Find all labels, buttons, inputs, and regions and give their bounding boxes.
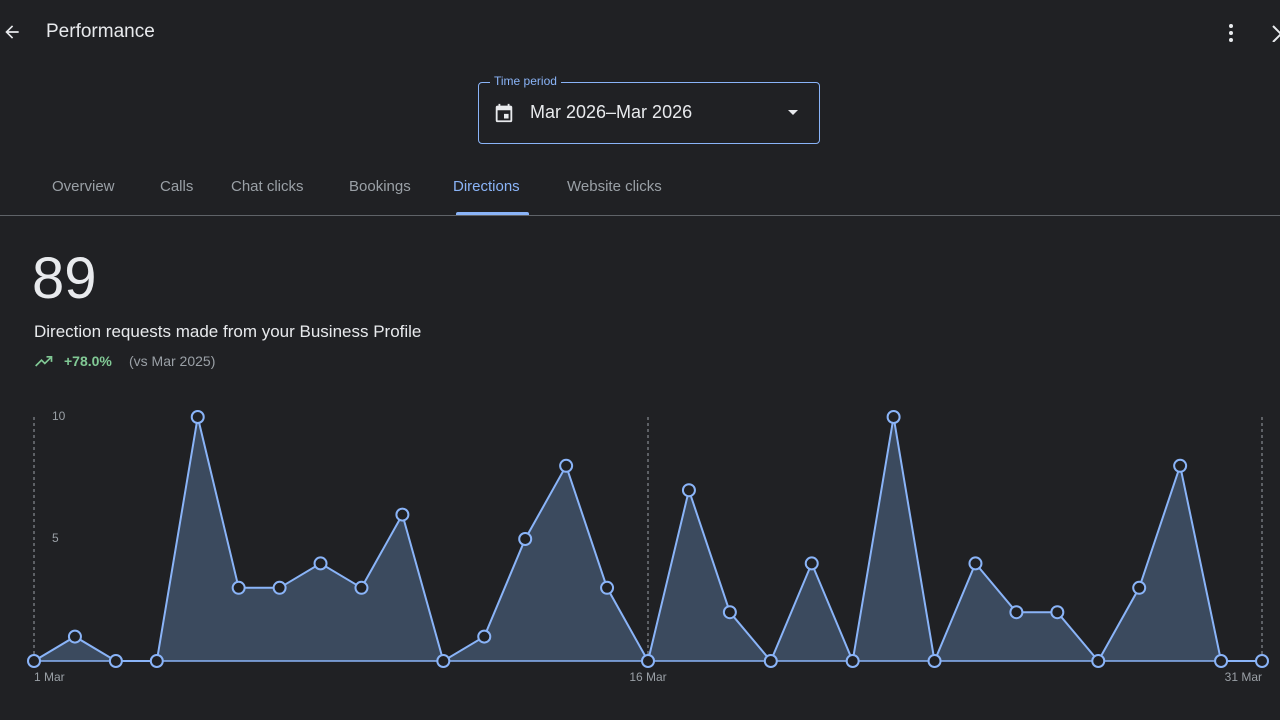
tab-indicator bbox=[456, 212, 529, 215]
point bbox=[436, 654, 451, 668]
point bbox=[395, 507, 410, 522]
point bbox=[313, 556, 328, 571]
divider bbox=[0, 215, 1280, 216]
point bbox=[149, 654, 164, 668]
point bbox=[272, 580, 287, 595]
tab[interactable]: Chat clicks bbox=[231, 178, 304, 195]
tab[interactable]: Calls bbox=[160, 178, 194, 195]
metric-description: Direction requests made from your Busine… bbox=[34, 322, 422, 341]
total-value: 89 bbox=[32, 246, 97, 311]
point bbox=[559, 458, 574, 473]
point bbox=[27, 654, 41, 668]
point bbox=[67, 629, 82, 644]
point bbox=[1091, 654, 1106, 668]
point bbox=[722, 605, 737, 620]
point bbox=[845, 654, 860, 668]
point bbox=[477, 629, 492, 644]
point bbox=[968, 556, 983, 571]
time-period-value: Mar 2026–Mar 2026 bbox=[530, 102, 693, 122]
close-button[interactable] bbox=[1270, 22, 1280, 42]
trend-icon bbox=[35, 356, 53, 367]
tab[interactable]: Website clicks bbox=[567, 178, 662, 195]
point bbox=[804, 556, 819, 571]
page-title: Performance bbox=[46, 21, 155, 42]
calendar-icon bbox=[495, 103, 513, 123]
point bbox=[518, 532, 533, 546]
point bbox=[763, 654, 778, 668]
x-tick-label: 16 Mar bbox=[629, 670, 666, 684]
area bbox=[34, 417, 1262, 661]
point bbox=[231, 580, 246, 595]
point bbox=[1173, 458, 1188, 473]
more-menu[interactable] bbox=[1219, 21, 1243, 45]
y-tick-label: 10 bbox=[52, 409, 66, 423]
point bbox=[1050, 605, 1065, 620]
time-period-select[interactable] bbox=[478, 82, 820, 144]
point bbox=[886, 410, 901, 424]
point bbox=[681, 483, 696, 498]
dropdown-arrow bbox=[788, 110, 798, 115]
point bbox=[1255, 654, 1269, 668]
point bbox=[1214, 654, 1229, 668]
point bbox=[354, 580, 369, 595]
x-tick-label: 1 Mar bbox=[34, 670, 65, 684]
point bbox=[1009, 605, 1024, 620]
comparison-label: (vs Mar 2025) bbox=[129, 353, 216, 369]
tab[interactable]: Overview bbox=[52, 178, 115, 195]
point bbox=[108, 654, 123, 668]
point bbox=[1132, 580, 1147, 595]
point bbox=[190, 410, 205, 424]
back-button[interactable] bbox=[2, 22, 22, 42]
y-tick-label: 5 bbox=[52, 531, 59, 545]
tab-active[interactable]: Directions bbox=[453, 178, 520, 195]
tab[interactable]: Bookings bbox=[349, 178, 411, 195]
point bbox=[600, 580, 615, 595]
change-value: +78.0% bbox=[64, 353, 112, 369]
point bbox=[641, 654, 655, 668]
chart: 1 Mar 16 Mar 31 Mar 5 10 bbox=[27, 409, 1269, 684]
time-period-label: Time period bbox=[490, 74, 561, 88]
x-tick-label: 31 Mar bbox=[1225, 670, 1262, 684]
point bbox=[927, 654, 942, 668]
